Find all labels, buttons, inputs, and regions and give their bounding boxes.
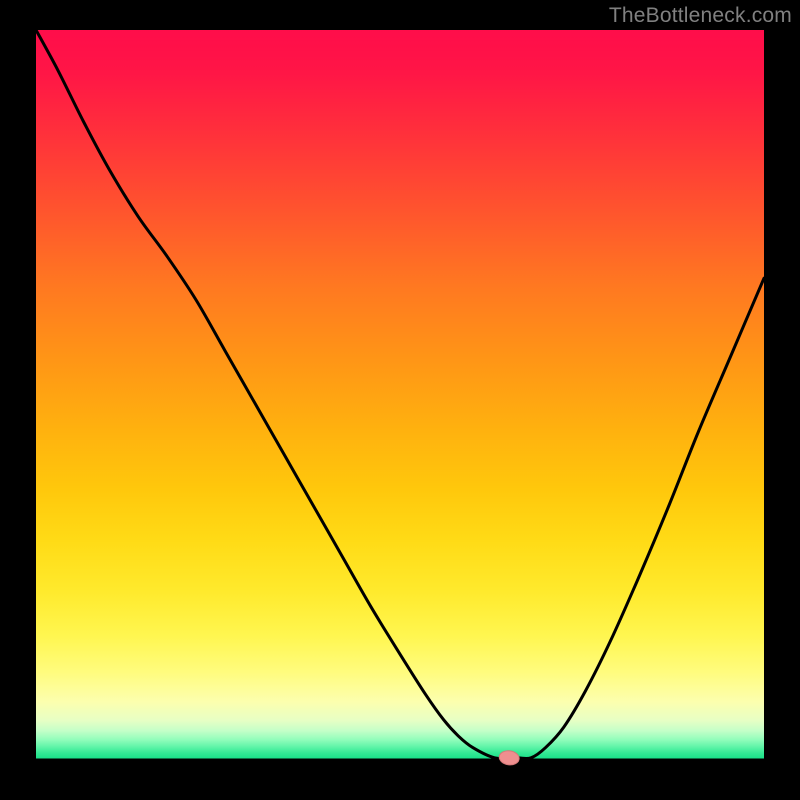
bottleneck-chart [0, 0, 800, 800]
plot-background [36, 30, 764, 760]
watermark-text: TheBottleneck.com [609, 4, 792, 28]
